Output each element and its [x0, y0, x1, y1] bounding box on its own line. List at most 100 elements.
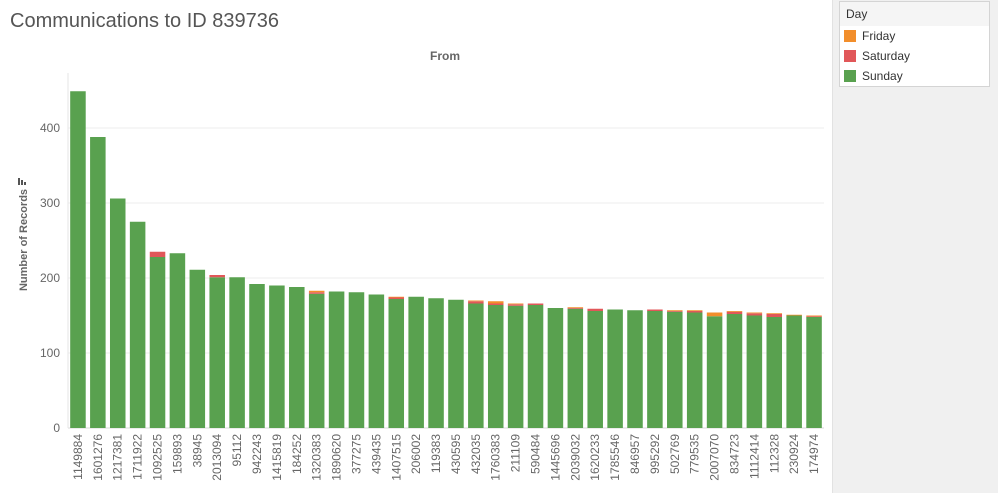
bar-saturday-1320383[interactable] [308, 292, 325, 294]
bar-sunday-1601276[interactable] [90, 137, 106, 428]
bar-sunday-1445696[interactable] [547, 308, 564, 428]
legend-swatch-friday [844, 30, 856, 42]
bar-sunday-1711922[interactable] [129, 221, 146, 428]
legend-item-friday[interactable]: Friday [840, 26, 989, 46]
x-tick-label: 779535 [688, 434, 702, 474]
bar-friday-834723[interactable] [726, 311, 743, 312]
bar-saturday-1407515[interactable] [388, 297, 405, 300]
y-tick-label: 400 [40, 121, 60, 135]
bar-friday-1407515[interactable] [388, 296, 405, 298]
bar-sunday-1112414[interactable] [746, 315, 763, 429]
x-tick-label: 834723 [727, 434, 741, 474]
bar-sunday-1760383[interactable] [487, 305, 504, 428]
bar-sunday-1217381[interactable] [109, 198, 126, 429]
bar-sunday-95112[interactable] [229, 277, 245, 428]
legend-label: Friday [862, 29, 896, 43]
bar-saturday-1620233[interactable] [587, 308, 603, 311]
x-tick-label: 95112 [230, 434, 244, 467]
bar-saturday-1760383[interactable] [487, 303, 504, 306]
bar-sunday-230924[interactable] [786, 315, 802, 429]
bar-sunday-942243[interactable] [249, 284, 265, 428]
bar-friday-502769[interactable] [667, 310, 683, 311]
bar-sunday-1149884[interactable] [70, 91, 86, 428]
bar-saturday-1092525[interactable] [149, 251, 166, 257]
bar-sunday-184252[interactable] [289, 287, 305, 428]
bar-saturday-995292[interactable] [647, 309, 663, 312]
bar-sunday-1785546[interactable] [607, 309, 623, 429]
bar-sunday-1415819[interactable] [269, 285, 285, 429]
bar-sunday-159893[interactable] [169, 253, 186, 428]
bar-sunday-2007070[interactable] [706, 316, 723, 428]
bar-sunday-1890620[interactable] [328, 291, 345, 429]
bar-sunday-377275[interactable] [348, 292, 365, 428]
bar-sunday-995292[interactable] [647, 311, 663, 428]
bar-friday-779535[interactable] [686, 310, 703, 311]
x-tick-label: 432035 [469, 434, 483, 474]
x-tick-label: 1112414 [747, 434, 761, 479]
bar-sunday-590484[interactable] [527, 305, 544, 428]
bar-saturday-1112414[interactable] [746, 313, 763, 316]
bar-sunday-206002[interactable] [408, 296, 424, 428]
x-tick-label: 377275 [349, 434, 363, 474]
bar-sunday-430595[interactable] [448, 299, 464, 428]
bar-friday-1112414[interactable] [746, 312, 763, 314]
bar-sunday-1320383[interactable] [308, 293, 325, 428]
bar-saturday-2013094[interactable] [209, 275, 225, 278]
sort-icon[interactable] [18, 178, 26, 185]
x-tick-label: 206002 [409, 434, 423, 474]
bar-sunday-834723[interactable] [726, 314, 743, 428]
legend-label: Sunday [862, 69, 903, 83]
bar-sunday-112328[interactable] [766, 317, 783, 428]
bar-sunday-1092525[interactable] [149, 257, 166, 428]
bar-sunday-119383[interactable] [428, 298, 444, 428]
bar-friday-112328[interactable] [766, 313, 783, 314]
y-tick-label: 300 [40, 196, 60, 210]
bar-friday-211109[interactable] [507, 303, 524, 305]
y-tick-label: 100 [40, 346, 60, 360]
bar-friday-2039032[interactable] [567, 307, 584, 308]
y-axis-title: Number of Records [18, 189, 30, 291]
bar-saturday-112328[interactable] [766, 314, 783, 317]
bar-sunday-439435[interactable] [368, 294, 385, 429]
legend[interactable]: Day Friday Saturday Sunday [839, 1, 990, 87]
bar-chart: From Number of Records 0 100 200 300 400 114… [18, 49, 824, 481]
bar-saturday-834723[interactable] [726, 311, 743, 314]
bar-friday-432035[interactable] [468, 300, 484, 302]
bar-friday-230924[interactable] [786, 314, 802, 316]
x-tick-label: 2039032 [568, 434, 582, 481]
bar-sunday-846957[interactable] [627, 310, 643, 428]
x-tick-label: 1149884 [71, 434, 85, 480]
bar-friday-2007070[interactable] [706, 312, 723, 317]
bar-sunday-779535[interactable] [686, 312, 703, 429]
bar-saturday-174974[interactable] [806, 316, 822, 317]
y-axis-title-group: Number of Records [18, 189, 30, 291]
bar-sunday-2039032[interactable] [567, 308, 584, 428]
bar-saturday-590484[interactable] [527, 303, 544, 306]
bar-friday-174974[interactable] [806, 315, 822, 317]
x-tick-label: 995292 [648, 434, 662, 474]
x-tick-label: 1217381 [111, 434, 125, 481]
bar-saturday-2039032[interactable] [567, 308, 584, 309]
bar-saturday-432035[interactable] [468, 301, 484, 304]
bar-friday-1320383[interactable] [308, 290, 325, 293]
bar-friday-1760383[interactable] [487, 301, 504, 304]
bar-sunday-211109[interactable] [507, 305, 524, 428]
bar-sunday-1407515[interactable] [388, 299, 405, 428]
x-tick-label: 430595 [449, 434, 463, 474]
bar-saturday-211109[interactable] [507, 304, 524, 306]
bar-sunday-2013094[interactable] [209, 277, 225, 428]
x-tick-label: 1760383 [489, 434, 503, 481]
legend-item-sunday[interactable]: Sunday [840, 66, 989, 86]
bar-sunday-38945[interactable] [189, 269, 206, 428]
bar-saturday-779535[interactable] [686, 311, 703, 313]
x-tick-label: 942243 [250, 434, 264, 474]
bar-sunday-502769[interactable] [667, 311, 683, 428]
legend-item-saturday[interactable]: Saturday [840, 46, 989, 66]
bar-saturday-502769[interactable] [667, 311, 683, 312]
x-tick-label: 1320383 [310, 434, 324, 481]
x-tick-label: 184252 [290, 434, 304, 474]
page-title: Communications to ID 839736 [10, 10, 280, 32]
bar-sunday-174974[interactable] [806, 317, 822, 428]
bar-sunday-432035[interactable] [468, 303, 484, 429]
bar-sunday-1620233[interactable] [587, 311, 603, 428]
